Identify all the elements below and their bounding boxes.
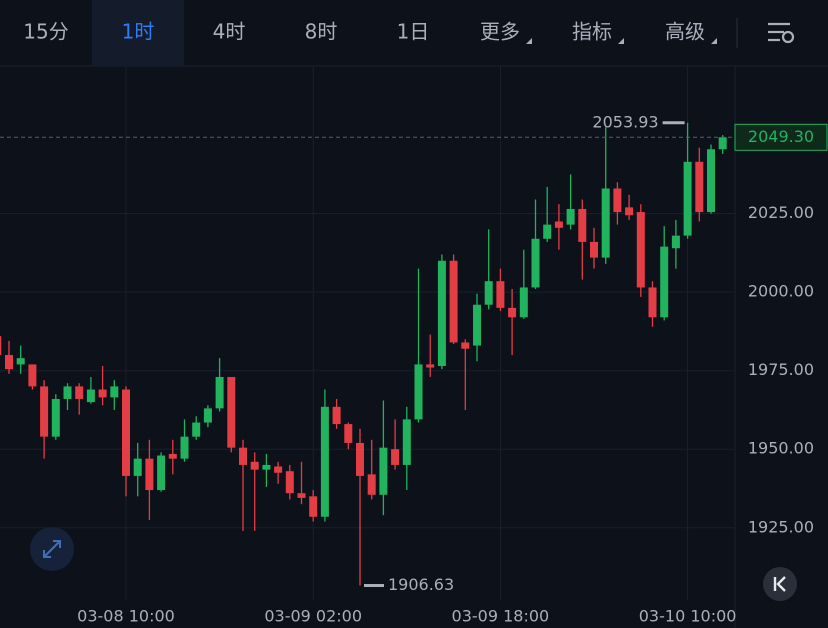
current-price-box (734, 123, 828, 151)
settings-icon[interactable] (768, 22, 795, 44)
candle-body (379, 447, 388, 495)
candle-body (660, 246, 669, 318)
candle-body (543, 224, 552, 239)
candle-body (367, 474, 376, 495)
y-tick-label: 1925.00 (748, 517, 814, 536)
x-tick-label: 03-10 10:00 (639, 607, 737, 626)
tab[interactable]: 1日 (397, 20, 430, 44)
candle-body (344, 424, 353, 443)
candle-body (391, 449, 400, 465)
candle-body (133, 458, 142, 476)
candle-body (414, 364, 423, 420)
candle-body (40, 386, 49, 437)
candle-body (402, 419, 411, 465)
candle-body (437, 260, 446, 366)
expand-button[interactable] (30, 527, 74, 571)
candle-body (531, 238, 540, 288)
candle-body (671, 235, 680, 249)
candle-body (356, 442, 364, 476)
candle-body (578, 208, 587, 242)
y-tick-label: 1975.00 (748, 360, 814, 379)
tab[interactable]: 高级 (665, 20, 705, 44)
tab[interactable]: 指标 (572, 20, 612, 44)
candle-body (648, 287, 657, 318)
dropdown-marker (526, 38, 532, 44)
tab[interactable]: 15分 (23, 20, 68, 44)
candle-body (250, 461, 259, 470)
candle-body (51, 398, 60, 437)
x-tick-label: 03-09 18:00 (452, 607, 550, 626)
candle-body (239, 447, 247, 465)
candle-body (683, 161, 692, 236)
candle-body (28, 364, 37, 387)
candle-body (484, 281, 493, 305)
candle-body (274, 466, 283, 473)
candle-body (718, 137, 727, 150)
candle-body (496, 281, 505, 308)
candle-body (227, 376, 236, 448)
candle-body (16, 358, 25, 365)
candle-body (601, 188, 610, 258)
candle-body (636, 212, 645, 288)
candle-body (449, 260, 458, 343)
back-button[interactable] (763, 567, 797, 601)
current-price-label: 2049.30 (748, 127, 814, 146)
candle-body (192, 422, 201, 437)
candle-body (461, 342, 470, 349)
candle-body (203, 408, 212, 423)
y-tick-label: 2000.00 (748, 282, 814, 301)
candle-body (145, 458, 154, 491)
candle-body (297, 493, 306, 498)
candle-body (590, 241, 598, 258)
tab[interactable]: 1时 (122, 20, 155, 44)
x-tick-label: 03-09 02:00 (264, 607, 362, 626)
candle-body (285, 471, 294, 494)
candle-body (157, 455, 166, 491)
y-tick-label: 1950.00 (748, 439, 814, 458)
candle-body (5, 354, 13, 370)
candle-body (262, 464, 271, 470)
candle-body (625, 207, 634, 216)
candle-body (554, 221, 563, 228)
candle-body (215, 376, 224, 409)
candle-body (320, 406, 329, 517)
candle-body (98, 389, 107, 398)
candle-body (473, 304, 481, 346)
candle-body (426, 364, 435, 368)
high-label: 2053.93 (592, 112, 658, 131)
candle-body (519, 287, 528, 318)
candle-body (613, 188, 622, 213)
tab[interactable]: 更多 (480, 20, 520, 44)
candle-body (508, 307, 517, 318)
candle-body (110, 386, 119, 398)
candle-body (86, 389, 95, 403)
active-tab-bg (92, 0, 184, 66)
candle-body (122, 389, 130, 476)
candle-body (75, 386, 84, 399)
low-label: 1906.63 (388, 575, 454, 594)
candle-body (168, 453, 177, 459)
y-tick-label: 2025.00 (748, 203, 814, 222)
tab[interactable]: 4时 (213, 20, 246, 44)
dropdown-marker (711, 38, 717, 44)
candle-body (566, 208, 575, 225)
candle-body (707, 149, 715, 213)
candle-body (180, 436, 189, 459)
candle-body (332, 406, 341, 425)
candle-body (0, 336, 2, 355)
dropdown-marker (618, 38, 624, 44)
candle-body (63, 386, 72, 399)
candle-body (695, 161, 704, 213)
tab[interactable]: 8时 (305, 20, 338, 44)
candle-body (309, 496, 318, 517)
x-tick-label: 03-08 10:00 (77, 607, 175, 626)
